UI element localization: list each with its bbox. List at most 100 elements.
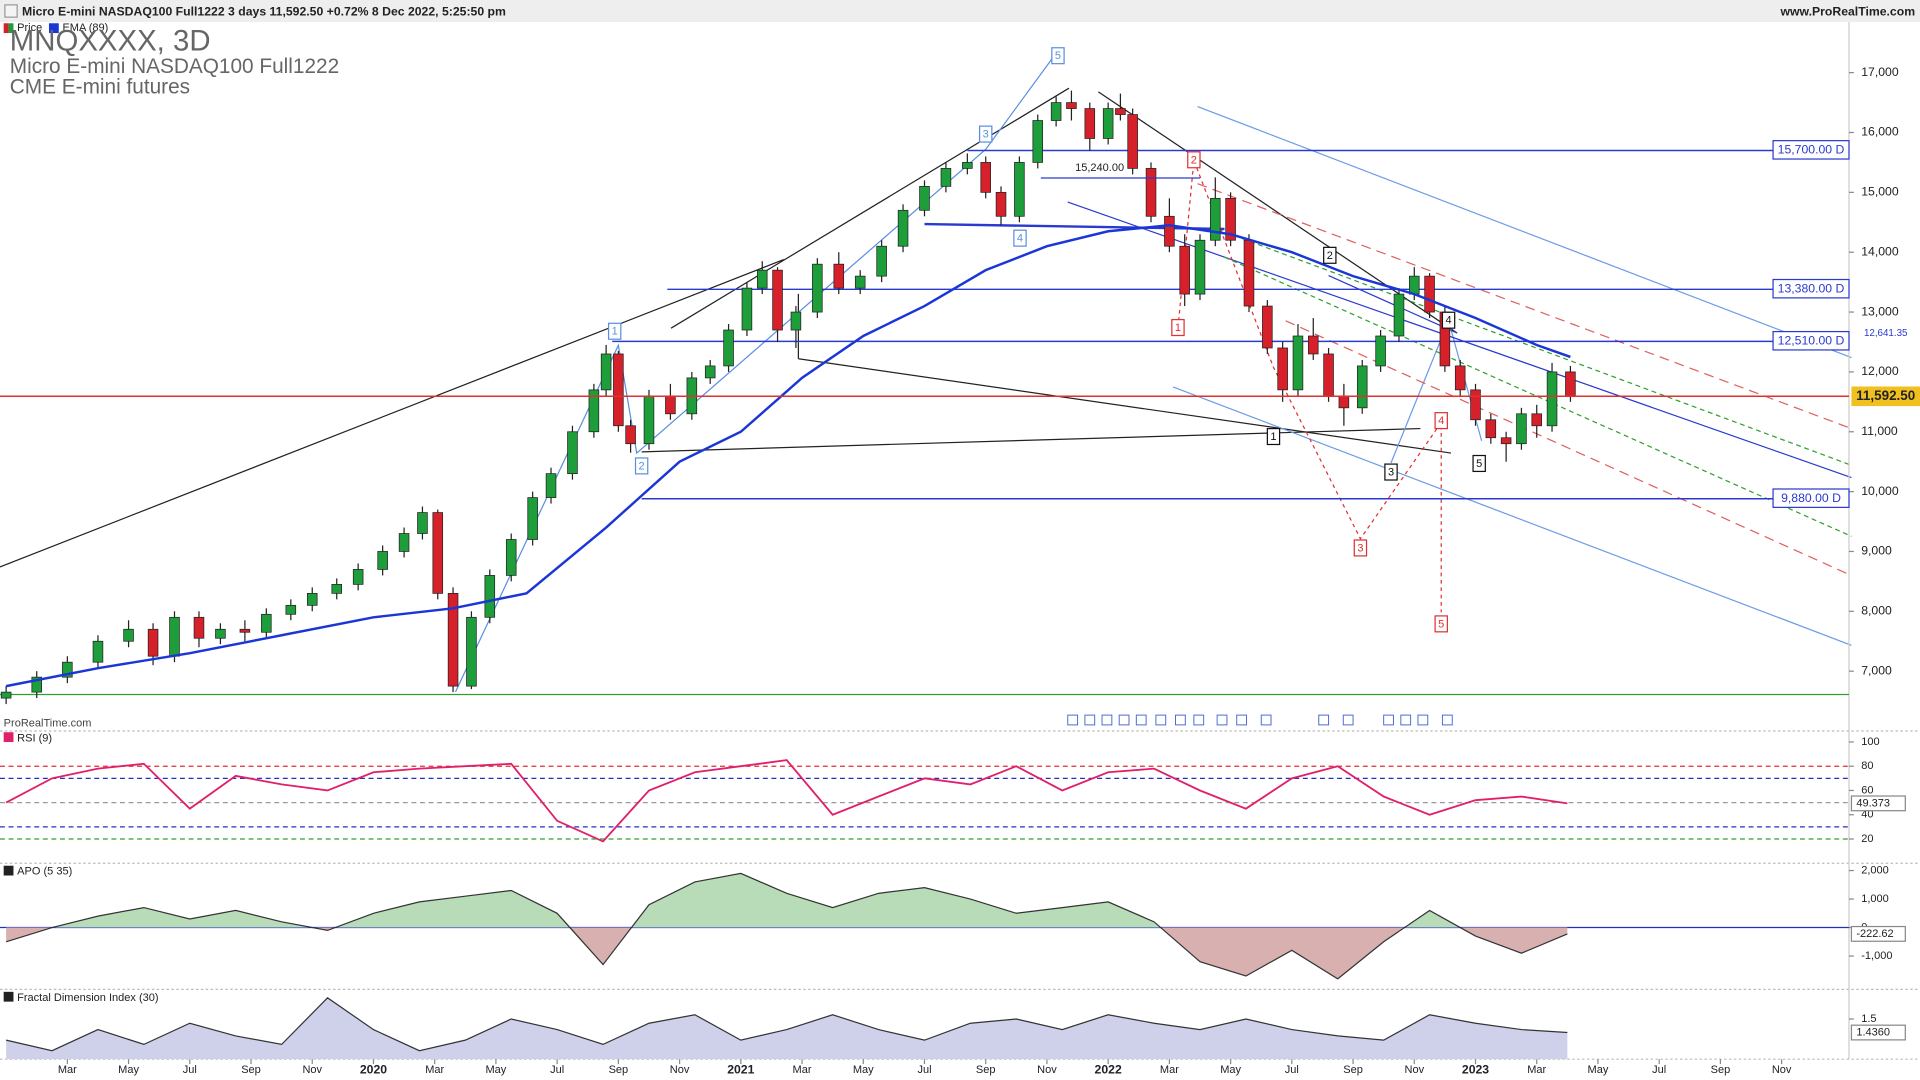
wave-label: 3 [1357, 542, 1363, 554]
candle-body [613, 353, 624, 427]
legend-swatch-price-up [8, 23, 14, 34]
event-icon[interactable] [1216, 714, 1228, 726]
x-tick-label: 2023 [1462, 1062, 1489, 1076]
candle-body [193, 616, 205, 639]
event-icon[interactable] [1193, 714, 1205, 726]
wave-label: 4 [1017, 233, 1023, 245]
y-tick-label: 17,000 [1861, 65, 1899, 79]
event-icon[interactable] [1400, 714, 1412, 726]
candle-body [995, 191, 1007, 217]
wave-label: 2 [1327, 250, 1333, 262]
candle-body [980, 162, 991, 193]
candle-body [833, 263, 845, 289]
event-icons [1067, 714, 1453, 726]
candle-body [1531, 413, 1542, 427]
last-value-label: 49.373 [1856, 797, 1890, 809]
candle-body [1393, 293, 1405, 337]
candle-body [62, 661, 73, 678]
event-icon[interactable] [1067, 714, 1079, 726]
candle-body [261, 613, 272, 633]
candle-body [897, 209, 909, 247]
candle-body [1066, 102, 1077, 109]
candle-body [0, 691, 12, 699]
chart-subtitle: Micro E-mini NASDAQ100 Full1222 [10, 55, 339, 78]
event-icon[interactable] [1175, 714, 1186, 726]
last-value-box [1850, 795, 1906, 812]
candle-body [876, 245, 887, 277]
wave-path [454, 48, 1060, 693]
x-tick-label: Jul [183, 1064, 197, 1076]
y-tick-label: 60 [1861, 784, 1873, 796]
legend-swatch-ema [48, 23, 59, 34]
price-level-label: 9,880.00 D [1781, 491, 1841, 505]
candle-body [962, 162, 973, 169]
header-text: Micro E-mini NASDAQ100 Full1222 3 days 1… [22, 4, 506, 18]
event-icon[interactable] [1383, 714, 1394, 726]
event-icon[interactable] [1084, 714, 1096, 726]
candle-body [285, 604, 297, 615]
x-tick-label: Mar [58, 1064, 77, 1076]
wave-label: 3 [983, 129, 989, 141]
wave-label: 4 [1446, 315, 1452, 327]
candle-body [1485, 419, 1497, 439]
candle-body [643, 395, 655, 445]
price-level-label: 13,380.00 D [1778, 282, 1845, 296]
candle-body [466, 616, 477, 687]
x-tick-label: May [118, 1064, 139, 1076]
y-tick-label: 12,000 [1861, 364, 1899, 378]
event-icon[interactable] [1260, 714, 1272, 726]
candle-body [1356, 365, 1368, 409]
wave-label-box [1171, 318, 1185, 337]
candle-body [169, 616, 180, 657]
x-tick-label: May [1220, 1064, 1241, 1076]
event-icon[interactable] [1236, 714, 1248, 726]
candle-body [352, 569, 364, 585]
event-icon[interactable] [1417, 714, 1429, 726]
wave-label-box [1384, 463, 1398, 481]
header-site[interactable]: www.ProRealTime.com [1779, 4, 1915, 18]
rsi-swatch [3, 732, 14, 743]
candle-body [1084, 108, 1096, 139]
candle-body [92, 640, 104, 663]
event-icon[interactable] [1318, 714, 1330, 726]
x-tick-label: Jul [1652, 1064, 1666, 1076]
event-icon[interactable] [1101, 714, 1113, 726]
candle-body [940, 168, 952, 187]
annotation-label: 15,240.00 [1075, 162, 1124, 174]
y-tick-label: 14,000 [1861, 244, 1899, 258]
wave-label-box [1434, 412, 1448, 430]
y-tick-label: 15,000 [1861, 185, 1899, 199]
y-tick-label: 1.5 [1861, 1013, 1876, 1025]
event-icon[interactable] [1342, 714, 1354, 726]
y-tick-label: 40 [1861, 809, 1873, 821]
event-icon[interactable] [1135, 714, 1147, 726]
event-icon[interactable] [1441, 714, 1453, 726]
event-icon[interactable] [1155, 714, 1167, 726]
x-tick-label: 2022 [1095, 1062, 1122, 1076]
chart-title: MNQXXXX, 3D [10, 25, 211, 58]
last-value-box [1850, 1024, 1906, 1041]
candle-body [625, 425, 636, 445]
channel-line [1328, 274, 1458, 334]
candle-body [741, 287, 753, 331]
candle-body [1338, 395, 1350, 409]
last-value-box [1850, 925, 1906, 942]
event-icon[interactable] [1118, 714, 1130, 726]
x-tick-label: Mar [1527, 1064, 1546, 1076]
x-tick-label: May [1588, 1064, 1609, 1076]
candle-body [1516, 413, 1527, 445]
candle-body [1277, 347, 1288, 391]
candle-body [1454, 365, 1466, 391]
header-bar [0, 0, 1920, 23]
candle-body [1424, 275, 1435, 313]
price-level-box [1772, 330, 1850, 351]
candle-body [723, 329, 734, 367]
candle-body [484, 575, 496, 618]
candle-body [527, 497, 538, 540]
candle-body [1470, 389, 1481, 421]
candle-body [919, 185, 930, 211]
candle-body [790, 311, 802, 331]
x-tick-label: Nov [1772, 1064, 1792, 1076]
x-tick-label: 2020 [360, 1062, 387, 1076]
indicator-line [5, 872, 1568, 980]
